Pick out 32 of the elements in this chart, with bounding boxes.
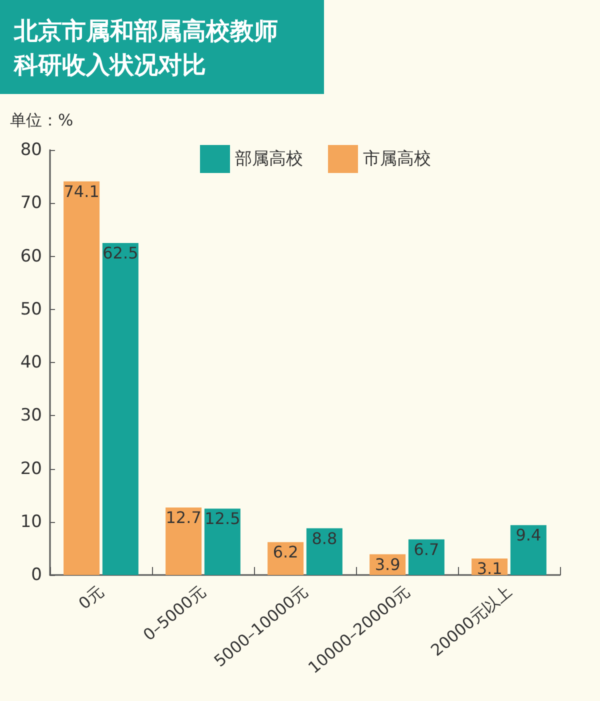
y-tick-label: 50 xyxy=(20,299,42,320)
data-label: 9.4 xyxy=(516,526,542,545)
data-label: 74.1 xyxy=(64,182,100,201)
y-tick-label: 10 xyxy=(20,512,42,532)
data-label: 6.7 xyxy=(414,540,440,559)
data-label: 62.5 xyxy=(102,243,138,262)
y-tick-label: 70 xyxy=(20,193,42,214)
data-label: 6.2 xyxy=(272,542,298,562)
data-label: 3.9 xyxy=(374,554,400,574)
chart-title: 北京市属和部属高校教师科研收入状况对比 xyxy=(13,17,278,79)
bar xyxy=(64,181,100,575)
bar xyxy=(408,539,444,575)
data-label: 8.8 xyxy=(312,528,338,548)
y-axis-title: 单位：% xyxy=(10,110,74,130)
y-tick-label: 20 xyxy=(20,458,42,479)
data-label: 3.1 xyxy=(476,559,502,578)
bar xyxy=(306,528,342,575)
y-tick-label: 40 xyxy=(20,352,42,372)
y-tick-label: 80 xyxy=(20,140,42,160)
y-tick-label: 0 xyxy=(31,565,42,585)
legend-label: 部属高校 xyxy=(235,149,303,169)
bar xyxy=(510,525,546,575)
bar xyxy=(102,242,138,575)
y-tick-label: 30 xyxy=(20,406,42,426)
data-label: 12.5 xyxy=(204,509,240,528)
data-label: 12.7 xyxy=(166,508,202,528)
x-tick-label: 0元 xyxy=(74,582,108,614)
legend-label: 市属高校 xyxy=(363,149,431,169)
bar xyxy=(166,508,202,575)
bar xyxy=(268,542,304,575)
bar xyxy=(204,508,240,575)
y-tick-label: 60 xyxy=(20,246,42,266)
